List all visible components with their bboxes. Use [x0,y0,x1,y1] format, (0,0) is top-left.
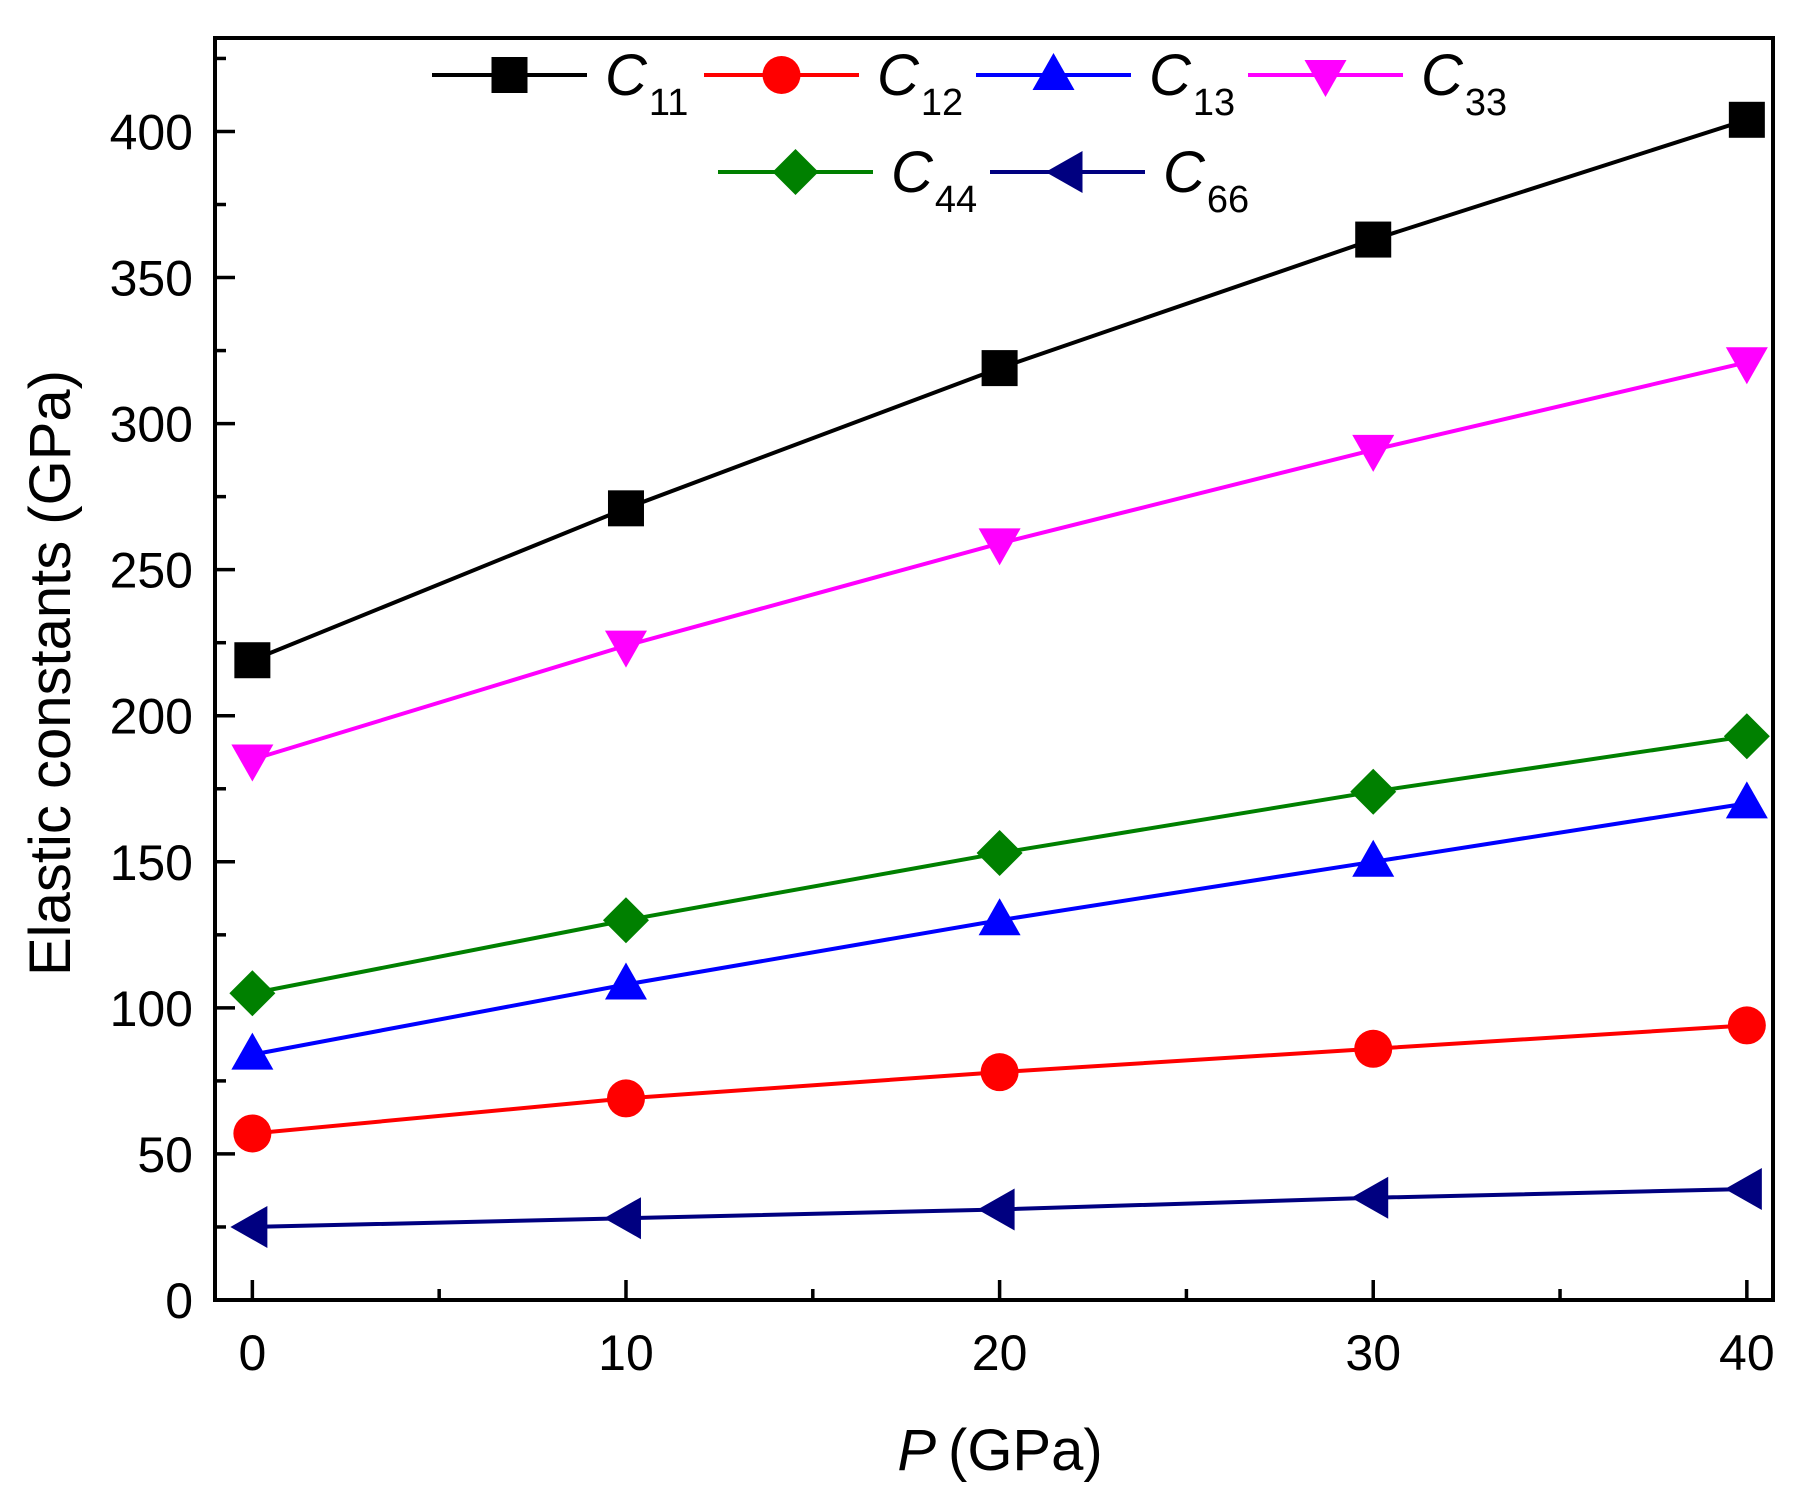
data-point-C12-30 [1354,1029,1393,1068]
data-point-C12-10 [606,1079,645,1118]
legend-marker-C11 [491,57,528,93]
legend-item-C66: C66 [990,140,1249,221]
legend-label-C66: C66 [1163,140,1249,221]
legend-marker-C44 [772,149,819,195]
data-point-C66-0 [230,1205,268,1248]
legend-subscript-C12: 12 [921,82,963,124]
legend-symbol-C44: C [891,140,934,205]
y-tick-label-400: 400 [110,104,193,160]
x-tick-label-10: 10 [598,1325,654,1381]
legend-marker-C33 [1304,60,1347,97]
legend-label-C13: C13 [1149,43,1235,124]
legend-item-C11: C11 [432,43,688,124]
legend-item-C12: C12 [704,43,963,124]
data-point-C44-40 [1723,713,1770,760]
legend-label-C44: C44 [891,140,977,221]
legend-subscript-C11: 11 [649,82,688,124]
x-tick-label-40: 40 [1719,1325,1775,1381]
data-point-C33-40 [1725,347,1768,385]
legend-symbol-C11: C [605,43,648,108]
legend-marker-C12 [762,56,801,94]
data-point-C33-10 [604,630,647,668]
legend-item-C44: C44 [718,140,977,221]
legend-item-C13: C13 [976,43,1235,124]
legend-subscript-C66: 66 [1207,179,1249,221]
y-tick-label-0: 0 [165,1273,193,1329]
data-point-C33-30 [1352,434,1395,472]
x-tick-label-20: 20 [972,1325,1028,1381]
legend-marker-C13 [1032,53,1075,90]
data-point-C11-10 [607,490,644,527]
legend-item-C33: C33 [1248,43,1507,124]
y-tick-label-100: 100 [110,981,193,1037]
series-C11 [234,101,1765,679]
legend-subscript-C33: 33 [1465,82,1507,124]
x-axis-label-unit: (GPa) [948,1418,1103,1483]
legend-subscript-C44: 44 [935,179,977,221]
data-point-C13-20 [978,898,1021,936]
x-axis-label-symbol: P [897,1418,936,1483]
series-C33 [231,347,1768,782]
legend-subscript-C13: 13 [1193,82,1235,124]
y-tick-label-200: 200 [110,689,193,745]
data-point-C13-40 [1725,781,1768,819]
series-C13 [231,781,1768,1070]
data-point-C66-30 [1351,1176,1389,1219]
series-C12 [233,1006,1766,1153]
legend-marker-C66 [1045,151,1083,193]
data-point-C66-40 [1724,1167,1762,1210]
data-point-C11-30 [1355,221,1392,258]
data-point-C66-20 [977,1188,1015,1231]
data-point-C44-30 [1350,768,1397,815]
data-point-C11-40 [1728,101,1765,138]
data-point-C12-20 [980,1053,1019,1092]
x-tick-label-0: 0 [238,1325,266,1381]
data-point-C33-20 [978,528,1021,566]
y-tick-label-300: 300 [110,397,193,453]
data-point-C44-20 [976,830,1023,877]
data-point-C13-10 [604,962,647,1000]
y-tick-label-50: 50 [137,1127,193,1183]
y-tick-label-350: 350 [110,251,193,307]
legend-symbol-C66: C [1163,140,1206,205]
data-point-C13-30 [1352,839,1395,877]
data-point-C44-10 [602,897,649,944]
data-point-C44-0 [229,970,276,1017]
legend-label-C33: C33 [1421,43,1507,124]
series-C44 [229,713,1770,1017]
data-point-C12-40 [1727,1006,1766,1045]
legend-symbol-C13: C [1149,43,1192,108]
legend-label-C12: C12 [877,43,963,124]
data-point-C66-10 [603,1197,641,1240]
data-point-C33-0 [231,744,274,782]
series-layer [229,101,1770,1248]
y-axis-label: Elastic constants (GPa) [18,370,83,976]
data-point-C11-0 [234,642,271,679]
data-point-C12-0 [233,1114,272,1153]
data-point-C11-20 [981,350,1018,387]
legend-symbol-C33: C [1421,43,1464,108]
data-point-C13-0 [231,1032,274,1070]
x-tick-label-30: 30 [1345,1325,1401,1381]
axis-labels: Elastic constants (GPa) P (GPa) [18,370,1103,1483]
legend-symbol-C12: C [877,43,920,108]
legend-label-C11: C11 [605,43,688,124]
y-tick-label-250: 250 [110,543,193,599]
plot-frame [213,36,1775,1302]
x-axis-label: P (GPa) [897,1418,1102,1483]
series-C66 [230,1167,1762,1248]
y-tick-label-150: 150 [110,835,193,891]
